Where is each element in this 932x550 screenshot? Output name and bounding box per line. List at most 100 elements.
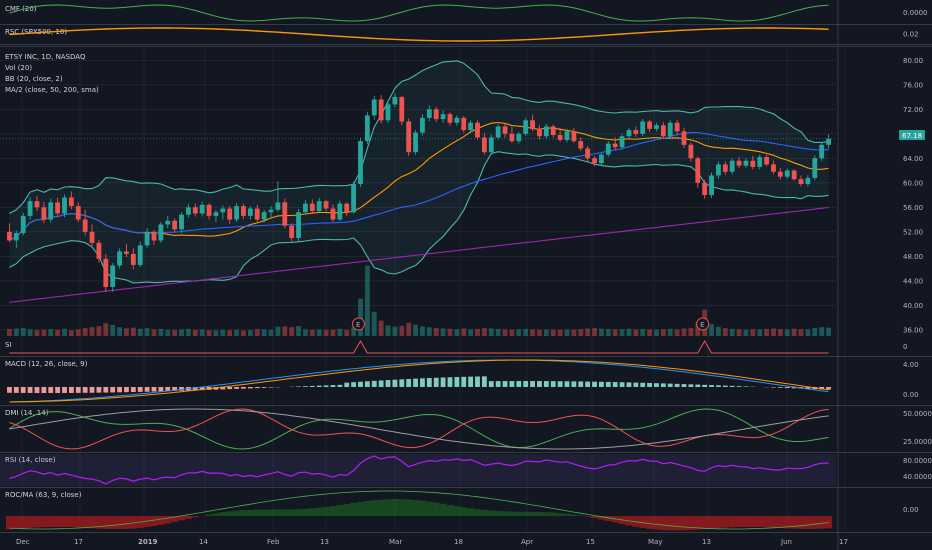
volume-bar bbox=[364, 265, 370, 336]
candle-body bbox=[729, 160, 735, 172]
roc-area-bar bbox=[783, 516, 791, 529]
macd-histogram-bar bbox=[399, 379, 405, 387]
candles bbox=[7, 93, 831, 292]
macd-histogram-bar bbox=[82, 387, 88, 393]
indicator-panes[interactable]: CMF (20) 0.0000 RSC (SPX500, 10) 0.02 SI 0 MAC… bbox=[0, 4, 932, 531]
volume-bar bbox=[234, 329, 240, 336]
candle-body bbox=[454, 117, 460, 123]
macd-histogram-bar bbox=[729, 385, 735, 387]
roc-area-bar bbox=[240, 510, 247, 516]
macd-histogram-bar bbox=[378, 380, 384, 387]
last-price-label: 67.18 bbox=[902, 132, 922, 140]
macd-histogram-bar bbox=[241, 387, 246, 389]
roc-area-bar bbox=[474, 509, 481, 516]
macd-histogram-bar bbox=[633, 382, 639, 387]
volume-bar bbox=[757, 329, 763, 336]
candle-body bbox=[96, 242, 102, 259]
price-tick-label: 64.00 bbox=[903, 155, 923, 163]
candle-body bbox=[743, 160, 749, 166]
candle-body bbox=[433, 109, 439, 120]
volume-bar bbox=[826, 327, 831, 336]
volume-bar bbox=[227, 330, 233, 336]
candle-body bbox=[254, 208, 260, 220]
volume-bar bbox=[55, 329, 61, 336]
roc-area-bar bbox=[260, 509, 268, 516]
macd-histogram-bar bbox=[172, 387, 178, 391]
candle-body bbox=[124, 251, 129, 254]
volume-bar bbox=[605, 328, 611, 336]
volume-bar bbox=[585, 328, 591, 336]
candle-body bbox=[805, 177, 811, 185]
roc-area-bar bbox=[315, 507, 323, 516]
candle-body bbox=[475, 122, 480, 138]
volume-bar bbox=[716, 326, 721, 336]
pane-legend: RSI (14, close) bbox=[5, 456, 56, 464]
macd-histogram-bar bbox=[20, 387, 26, 393]
roc-area-bar bbox=[480, 509, 488, 516]
volume-bar bbox=[523, 328, 529, 336]
volume-bar bbox=[688, 328, 694, 336]
candle-body bbox=[557, 135, 563, 140]
adx-line bbox=[9, 408, 829, 450]
pane-axis-label: 0 bbox=[903, 343, 907, 351]
candle-body bbox=[757, 157, 763, 167]
volume-bar bbox=[612, 329, 618, 336]
roc-area-bar bbox=[288, 509, 296, 516]
candle-body bbox=[688, 144, 694, 159]
roc-area-bar bbox=[205, 514, 213, 516]
volume-bar bbox=[406, 322, 412, 336]
earnings-marker bbox=[351, 317, 365, 331]
volume-bar bbox=[62, 328, 67, 336]
volume-bars bbox=[7, 265, 831, 336]
roc-area-bar bbox=[487, 510, 495, 516]
macd-histogram-bar bbox=[7, 387, 12, 393]
price-tick-label: 40.00 bbox=[903, 302, 923, 310]
price-tick-label: 72.00 bbox=[903, 106, 923, 114]
roc-area-bar bbox=[419, 500, 426, 516]
candle-body bbox=[213, 212, 219, 216]
macd-histogram-bar bbox=[819, 387, 825, 390]
macd-histogram-bar bbox=[199, 387, 205, 391]
price-tick-label: 80.00 bbox=[903, 57, 923, 65]
macd-histogram-bar bbox=[495, 381, 501, 387]
time-tick-label: Jun bbox=[780, 538, 792, 546]
earnings-marker bbox=[696, 317, 710, 331]
volume-bar bbox=[7, 328, 12, 336]
candle-body bbox=[660, 125, 666, 137]
time-axis[interactable]: Dec 17 2019 14 Feb 13 Mar 18 Apr 15 May 13 Jun 17 bbox=[16, 538, 848, 546]
candle-body bbox=[764, 157, 770, 165]
volume-bar bbox=[468, 329, 474, 336]
macd-histogram-bar bbox=[695, 384, 701, 387]
macd-histogram-bar bbox=[791, 387, 797, 389]
volume-bar bbox=[371, 311, 377, 336]
volume-bar bbox=[777, 329, 783, 336]
macd-histogram-bar bbox=[137, 387, 143, 392]
candle-body bbox=[647, 121, 653, 129]
macd-histogram-bar bbox=[351, 382, 357, 387]
candle-body bbox=[819, 144, 825, 159]
candle-body bbox=[543, 126, 549, 137]
macd-histogram-bar bbox=[516, 381, 522, 387]
macd-histogram-bar bbox=[716, 385, 721, 387]
volume-bar bbox=[206, 330, 212, 336]
price-tick-label: 44.00 bbox=[903, 277, 923, 285]
roc-area-bar bbox=[584, 516, 592, 517]
volume-bar bbox=[695, 322, 701, 336]
volume-bar bbox=[330, 329, 336, 336]
macd-histogram-bar bbox=[433, 377, 439, 387]
candle-body bbox=[165, 220, 171, 225]
macd-histogram-bar bbox=[426, 378, 432, 387]
pane-legend: ROC/MA (63, 9, close) bbox=[5, 491, 82, 499]
candle-body bbox=[516, 133, 522, 142]
volume-bar bbox=[282, 326, 288, 336]
macd-histogram-bar bbox=[268, 387, 274, 388]
volume-bar bbox=[495, 328, 501, 336]
candle-body bbox=[736, 160, 742, 166]
candle-body bbox=[440, 114, 446, 120]
roc-area-bar bbox=[446, 504, 454, 516]
volume-bar bbox=[420, 326, 425, 336]
price-tick-label: 56.00 bbox=[903, 204, 923, 212]
